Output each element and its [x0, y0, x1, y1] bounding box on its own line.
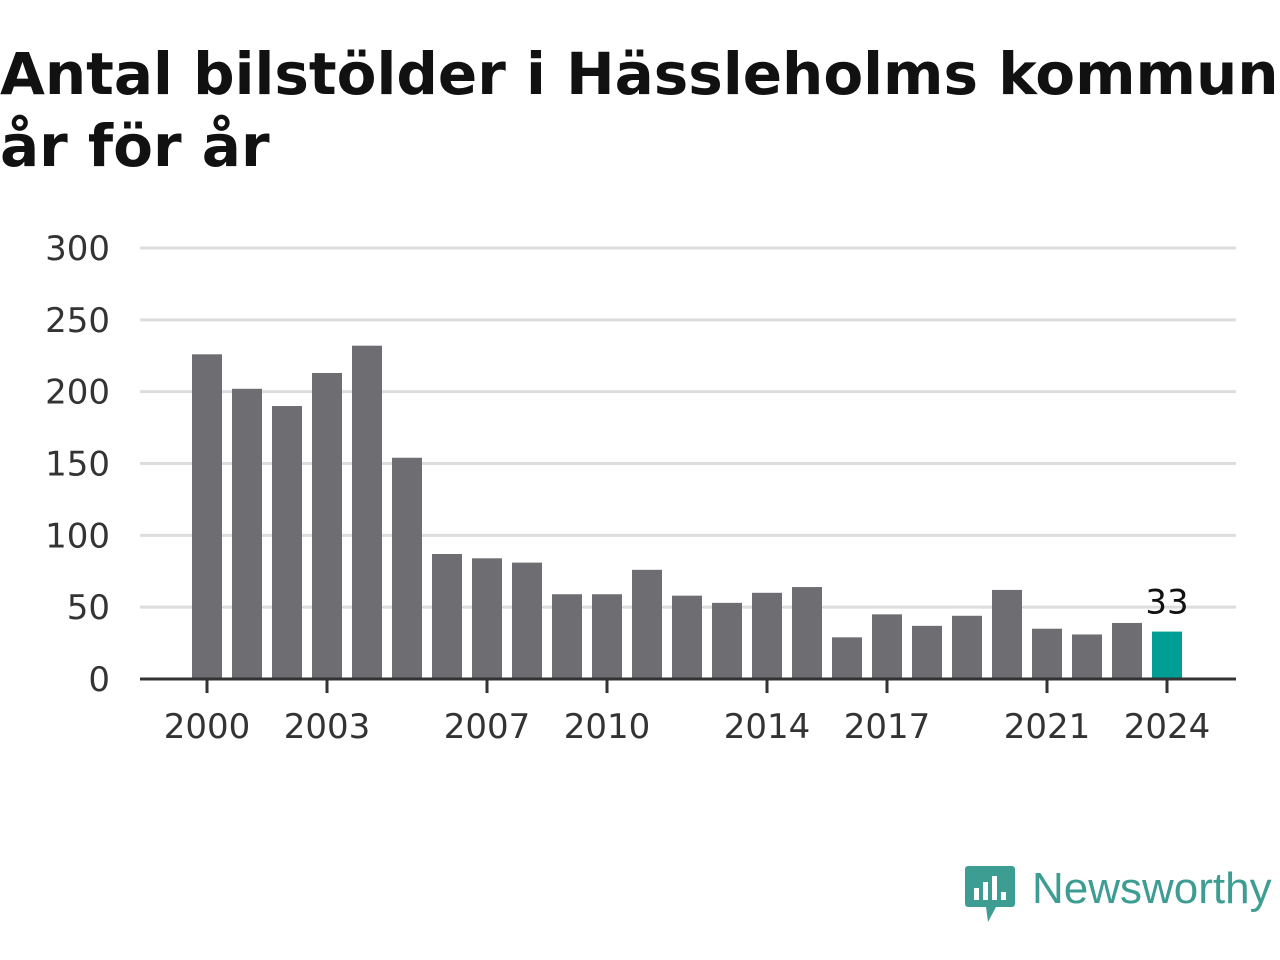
bar-2006: [432, 554, 462, 679]
y-tick-label-150: 150: [45, 445, 110, 485]
bars: [192, 345, 1182, 679]
bar-2024: [1152, 631, 1182, 679]
chart-title: Antal bilstölder i Hässleholms kommun år…: [0, 38, 1280, 182]
x-tick-label-2003: 2003: [284, 707, 371, 747]
bar-2015: [792, 587, 822, 679]
bar-2001: [232, 388, 262, 679]
x-tick-label-2024: 2024: [1124, 707, 1211, 747]
bar-2002: [272, 406, 302, 679]
bar-2023: [1112, 622, 1142, 679]
y-tick-label-200: 200: [45, 373, 110, 413]
chart-title-line-2: år för år: [0, 112, 270, 180]
bar-2012: [672, 595, 702, 679]
bar-2021: [1032, 628, 1062, 679]
bar-2003: [312, 372, 342, 679]
bar-2017: [872, 614, 902, 679]
y-tick-label-0: 0: [88, 660, 110, 700]
y-axis-tick-labels: 0 50 100 150 200 250 300: [45, 229, 110, 700]
bar-2004: [352, 345, 382, 679]
data-label-2024: 33: [1145, 583, 1188, 623]
newsworthy-logo-icon: [965, 866, 1015, 922]
bar-2011: [632, 569, 662, 679]
bar-2016: [832, 637, 862, 679]
brand-name: Newsworthy: [1032, 864, 1272, 913]
bar-2010: [592, 594, 622, 679]
bar-2007: [472, 558, 502, 679]
bar-2018: [912, 625, 942, 679]
x-axis-ticks: 2000 2003 2007 2010 2014 2017 2021 2024: [164, 679, 1211, 747]
y-tick-label-100: 100: [45, 516, 110, 556]
x-tick-label-2017: 2017: [844, 707, 931, 747]
bar-2019: [952, 615, 982, 679]
bar-2005: [392, 457, 422, 679]
data-labels: 33: [1145, 583, 1188, 623]
newsworthy-logo: Newsworthy: [964, 864, 1272, 928]
bar-2020: [992, 589, 1022, 679]
bar-2000: [192, 354, 222, 679]
gridlines: [140, 246, 1236, 609]
chart-title-line-1: Antal bilstölder i Hässleholms kommun: [0, 40, 1279, 108]
y-tick-label-250: 250: [45, 301, 110, 341]
bar-2008: [512, 562, 542, 679]
y-tick-label-300: 300: [45, 229, 110, 269]
bar-2013: [712, 602, 742, 679]
bar-2022: [1072, 634, 1102, 679]
x-tick-label-2021: 2021: [1004, 707, 1091, 747]
x-tick-label-2010: 2010: [564, 707, 651, 747]
x-tick-label-2000: 2000: [164, 707, 251, 747]
y-tick-label-50: 50: [67, 588, 110, 628]
x-tick-label-2014: 2014: [724, 707, 811, 747]
bar-2014: [752, 592, 782, 679]
bar-2009: [552, 594, 582, 679]
x-tick-label-2007: 2007: [444, 707, 531, 747]
